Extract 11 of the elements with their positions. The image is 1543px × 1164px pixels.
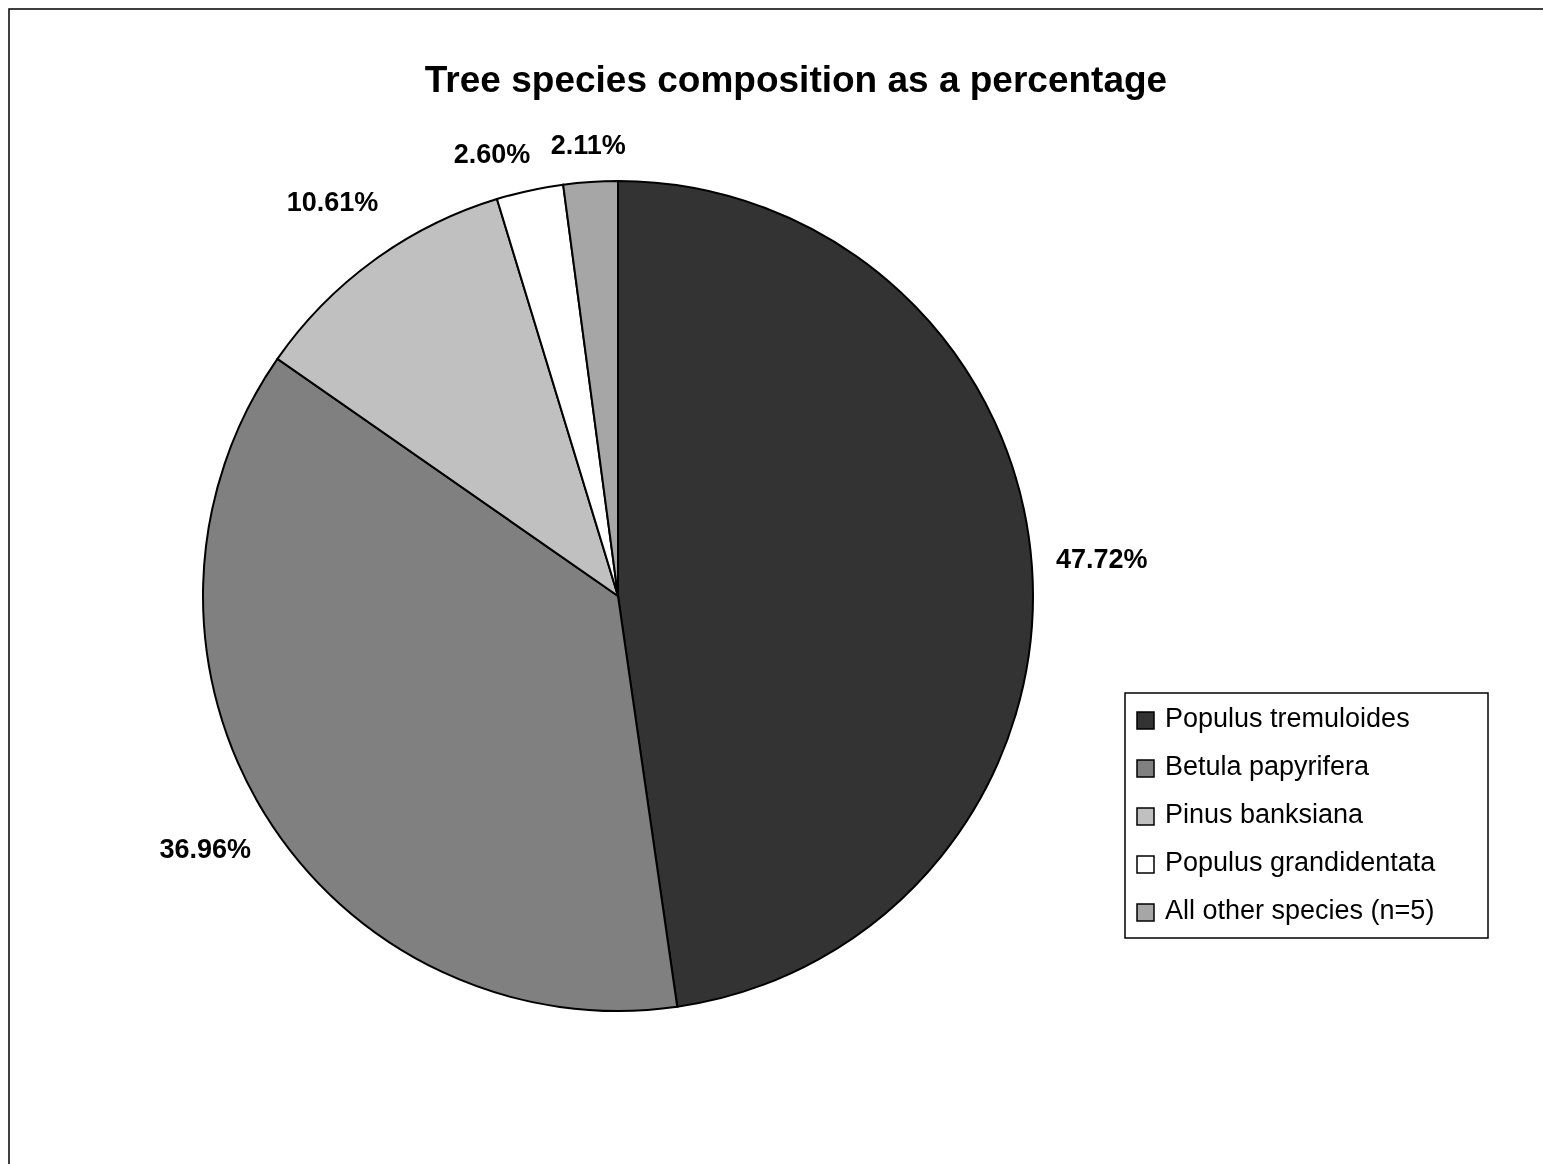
data-label: 2.60% — [453, 139, 531, 170]
data-label: 47.72% — [1055, 544, 1148, 575]
chart-title: Tree species composition as a percentage — [424, 59, 1168, 100]
legend-label: Populus tremuloides — [1165, 703, 1410, 734]
legend-label: Pinus banksiana — [1165, 799, 1365, 830]
data-label: 2.11% — [550, 130, 626, 161]
data-label: 36.96% — [159, 833, 252, 864]
legend-label: Populus grandidentata — [1165, 847, 1437, 878]
legend-label: Betula papyrifera — [1165, 751, 1371, 782]
data-label: 10.61% — [286, 187, 379, 218]
legend-label: All other species (n=5) — [1165, 895, 1435, 926]
